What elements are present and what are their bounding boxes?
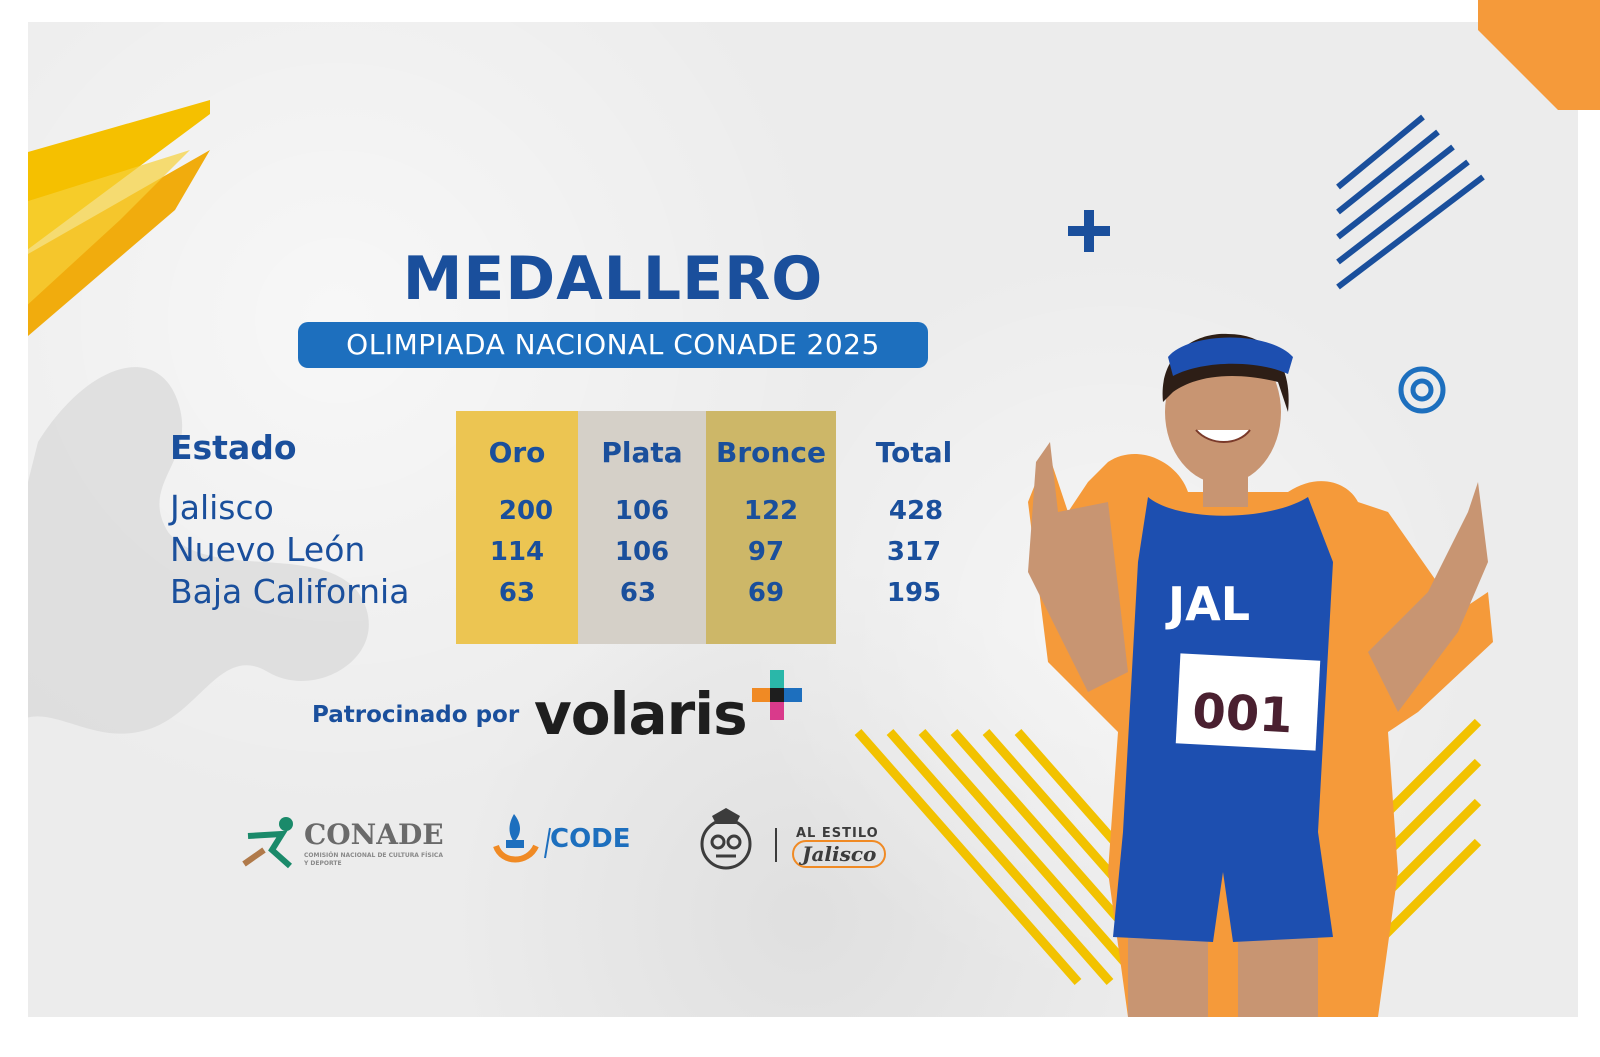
target-icon xyxy=(1398,366,1446,414)
header-plata: Plata xyxy=(601,436,683,469)
jalisco-crest-icon xyxy=(700,808,752,870)
header-estado: Estado xyxy=(170,428,297,467)
conade-logo-subtext: COMISIÓN NACIONAL DE CULTURA FÍSICA Y DE… xyxy=(304,852,443,867)
cell-total: 317 xyxy=(886,537,942,567)
jalisco-divider xyxy=(775,828,777,862)
athlete-figure: JAL 001 xyxy=(1028,333,1493,1017)
poster-card: MEDALLERO OLIMPIADA NACIONAL CONADE 2025… xyxy=(28,22,1578,1017)
orange-corner-decoration xyxy=(1478,0,1600,110)
row-estado-nuevo-leon: Nuevo León xyxy=(170,530,366,569)
header-oro: Oro xyxy=(488,436,546,469)
sponsor-label: Patrocinado por xyxy=(312,702,520,728)
cell-plata: 63 xyxy=(619,578,657,608)
subtitle-pill: OLIMPIADA NACIONAL CONADE 2025 xyxy=(298,322,928,368)
cell-bronce: 122 xyxy=(743,496,799,526)
volaris-logo-text: volaris xyxy=(534,680,748,748)
cell-total: 428 xyxy=(888,496,944,526)
code-torch-icon xyxy=(493,814,539,863)
bronce-column-bg xyxy=(706,411,836,644)
plata-column-bg xyxy=(578,411,706,644)
volaris-plus-icon xyxy=(752,670,802,720)
code-divider xyxy=(544,827,551,859)
cell-plata: 106 xyxy=(614,496,670,526)
header-total: Total xyxy=(875,436,953,469)
jalisco-logo-top: AL ESTILO xyxy=(796,826,879,841)
grey-silhouette-decoration xyxy=(28,367,369,734)
blue-stripes-decoration xyxy=(1336,114,1485,290)
row-estado-jalisco: Jalisco xyxy=(170,488,274,527)
yellow-stripes-decoration xyxy=(28,100,210,336)
bib-number: 001 xyxy=(1191,683,1294,744)
jalisco-logo-text: Jalisco xyxy=(792,840,887,868)
header-bronce: Bronce xyxy=(716,436,826,469)
cell-bronce: 97 xyxy=(747,537,785,567)
cell-bronce: 69 xyxy=(747,578,785,608)
oro-column-bg xyxy=(456,411,578,644)
cell-oro: 200 xyxy=(498,496,554,526)
jersey-text: JAL xyxy=(1165,577,1250,631)
cell-oro: 63 xyxy=(498,578,536,608)
plus-icon xyxy=(1068,210,1110,252)
cell-plata: 106 xyxy=(614,537,670,567)
row-estado-baja-california: Baja California xyxy=(170,572,410,611)
conade-logo-text: CONADE xyxy=(304,818,444,851)
cell-total: 195 xyxy=(886,578,942,608)
page-title: MEDALLERO xyxy=(402,244,824,314)
conade-runner-icon xyxy=(242,817,293,869)
cell-oro: 114 xyxy=(489,537,545,567)
code-logo-text: CODE xyxy=(550,824,631,854)
